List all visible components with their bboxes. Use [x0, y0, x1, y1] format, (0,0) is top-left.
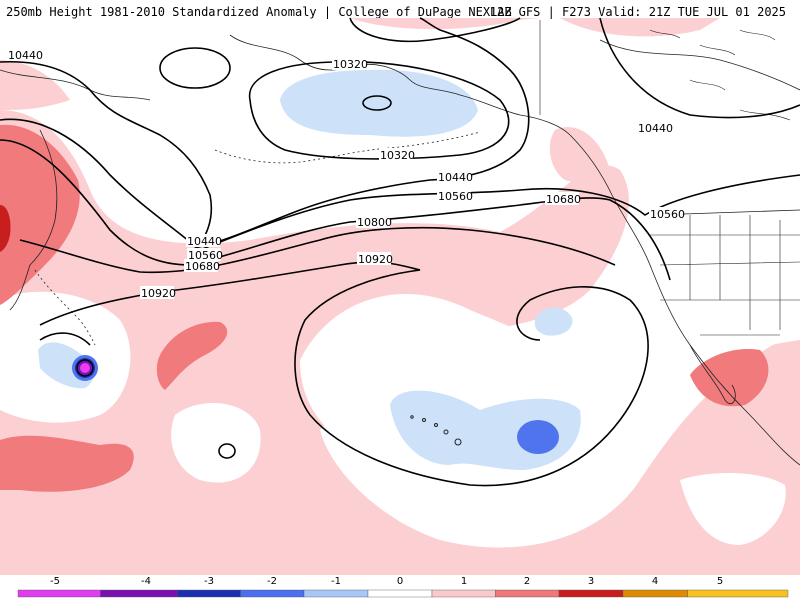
strong-positive-west-core [0, 205, 11, 252]
contour-10320-top [349, 17, 521, 43]
colorbar-tick-label: 5 [717, 576, 723, 587]
contour-label: 10440 [638, 122, 673, 135]
colorbar-bin [240, 589, 305, 598]
contour-label: 10560 [438, 190, 473, 203]
colorbar-bin [431, 589, 496, 598]
colorbar-bin [100, 589, 178, 598]
colorbar: -5 -4 -3 -2 -1 0 1 2 3 4 5 [0, 575, 800, 600]
contour-label: 10920 [358, 253, 393, 266]
borders-us-states [650, 215, 800, 336]
contour-10560 [0, 118, 800, 251]
neutral-region-mid [171, 403, 261, 483]
colorbar-bin [558, 589, 624, 598]
colorbar-tick-label: -4 [141, 576, 151, 587]
colorbar-tick-label: -3 [204, 576, 214, 587]
strong-positive-central [156, 321, 228, 390]
contour-10680 [0, 139, 671, 281]
contour-small-closed [218, 443, 236, 459]
contour-label: 10320 [380, 149, 415, 162]
contour-label: 10440 [438, 171, 473, 184]
coastline-kamchatka [9, 129, 58, 311]
colorbar-bin [17, 589, 101, 598]
coastline-layer [0, 20, 800, 466]
contour-label: 10560 [188, 249, 223, 262]
contour-label: 10680 [546, 193, 581, 206]
contour-10320 [248, 61, 510, 160]
coastline-kurils [34, 269, 96, 346]
contour-label: 10560 [650, 208, 685, 221]
contour-label: 10800 [357, 216, 392, 229]
contour-label: 10920 [141, 287, 176, 300]
contour-10440-east [599, 17, 800, 119]
strong-positive-sw [0, 435, 134, 492]
colorbar-bin [687, 589, 789, 598]
contour-10440-north-closed [159, 47, 231, 89]
positive-anomaly-gulf [549, 126, 610, 182]
coastline-alaska [229, 34, 571, 136]
strong-positive-east [690, 349, 769, 407]
neutral-region-se [680, 473, 786, 545]
colorbar-bin [367, 589, 433, 598]
positive-anomaly-top [560, 18, 720, 37]
contour-label: 10440 [187, 235, 222, 248]
hawaii-islands [410, 415, 462, 446]
coastline-baja [689, 344, 736, 405]
colorbar-tick-label: 1 [461, 576, 467, 587]
contour-label-layer: 10440 10320 10320 10440 10440 10440 1056… [7, 48, 685, 300]
colorbar-bin [495, 589, 560, 598]
contour-label: 10320 [333, 58, 368, 71]
coastline-arctic [599, 39, 800, 91]
colorbar-tick-label: 2 [524, 576, 530, 587]
colorbar-tick-label: 3 [588, 576, 594, 587]
coastline-arctic-islands [649, 29, 791, 121]
contour-cyclone [39, 332, 91, 346]
contour-label: 10680 [185, 260, 220, 273]
height-contour-layer [0, 17, 800, 487]
map-title: 250mb Height 1981-2010 Standardized Anom… [6, 5, 512, 19]
contour-10920 [39, 261, 649, 487]
colorbar-bin [177, 589, 241, 598]
coastline-pnw [569, 134, 800, 466]
negative-anomaly-small [534, 307, 573, 336]
negative-anomaly-core [517, 420, 559, 454]
contour-10320-inner [362, 95, 392, 111]
colorbar-tick-label: -1 [331, 576, 341, 587]
colorbar-tick-label: 0 [397, 576, 403, 587]
colorbar-ticks: -5 -4 -3 -2 -1 0 1 2 3 4 5 [50, 576, 723, 587]
contour-cyclone-ring [76, 359, 94, 377]
contour-10800 [19, 226, 616, 274]
negative-anomaly-north [280, 69, 478, 137]
anomaly-fill-layer [0, 18, 800, 578]
colorbar-tick-label: 4 [652, 576, 658, 587]
colorbar-tick-label: -2 [267, 576, 277, 587]
strong-positive-west [0, 124, 80, 305]
colorbar-bins [17, 589, 789, 598]
colorbar-tick-label: -5 [50, 576, 60, 587]
colorbar-bin [303, 589, 369, 598]
contour-label: 10440 [8, 49, 43, 62]
positive-anomaly-nw [0, 60, 70, 110]
contour-10440 [0, 17, 530, 249]
colorbar-bin [622, 589, 688, 598]
model-run-info: 12Z GFS | F273 Valid: 21Z TUE JUL 01 202… [489, 5, 786, 19]
neutral-region-center [300, 294, 638, 497]
positive-anomaly-band [350, 18, 540, 30]
cyclone-ring-4 [80, 363, 90, 373]
neutral-region-right [640, 296, 800, 360]
